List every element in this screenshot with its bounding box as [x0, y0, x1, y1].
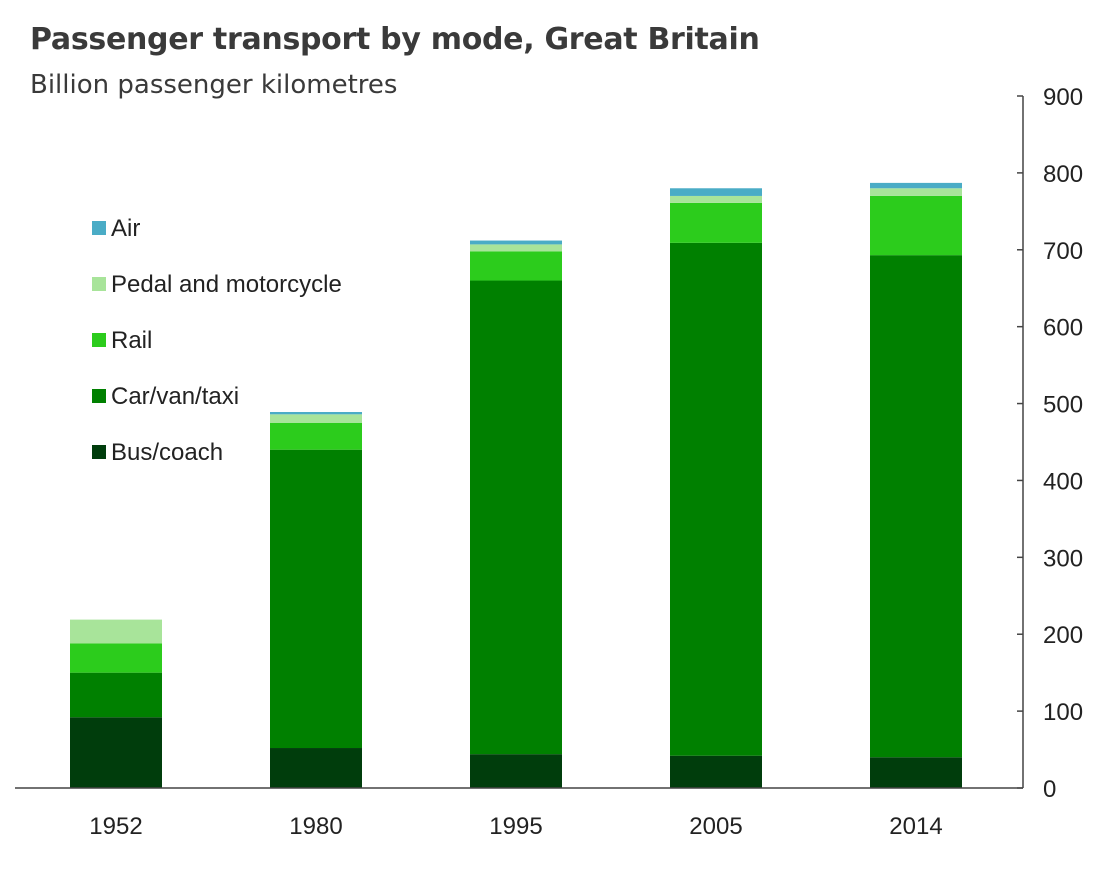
bar-segment-1995-pedal-and-motorcycle — [470, 244, 562, 252]
bar-segment-1980-rail — [270, 422, 362, 450]
bar-segment-2014-air — [870, 182, 962, 189]
y-tick-label: 300 — [1043, 545, 1083, 572]
bar-segment-1980-air — [270, 412, 362, 415]
y-tick-label: 0 — [1043, 776, 1056, 803]
bar-segment-2014-car-van-taxi — [870, 255, 962, 758]
bar-segment-1952-rail — [70, 643, 162, 673]
x-tick-label: 2005 — [689, 813, 742, 840]
bar-segment-2014-bus-coach — [870, 757, 962, 788]
legend-label-car-van-taxi: Car/van/taxi — [111, 383, 239, 410]
x-axis-labels: 1952 1980 1995 2005 2014 — [89, 813, 942, 840]
bar-segment-1995-rail — [470, 251, 562, 281]
bar-segment-2005-bus-coach — [670, 755, 762, 788]
y-tick-label: 100 — [1043, 699, 1083, 726]
bar-segment-1952-pedal-and-motorcycle — [70, 619, 162, 644]
x-tick-label: 1980 — [289, 813, 342, 840]
chart-title: Passenger transport by mode, Great Brita… — [30, 22, 760, 57]
bar-segment-2014-rail — [870, 195, 962, 256]
bar-segment-1980-bus-coach — [270, 748, 362, 788]
legend-label-pedal-and-motorcycle: Pedal and motorcycle — [111, 271, 342, 298]
legend-label-air: Air — [111, 215, 140, 242]
legend-swatch-air — [92, 221, 106, 235]
legend-swatch-pedal-and-motorcycle — [92, 277, 106, 291]
y-tick-label: 400 — [1043, 468, 1083, 495]
y-tick-label: 500 — [1043, 392, 1083, 419]
bar-segment-1995-air — [470, 240, 562, 245]
legend-swatch-car-van-taxi — [92, 389, 106, 403]
bar-segment-2005-rail — [670, 202, 762, 243]
bar-segment-2014-pedal-and-motorcycle — [870, 188, 962, 196]
bar-segment-1980-pedal-and-motorcycle — [270, 414, 362, 423]
y-tick-label: 800 — [1043, 161, 1083, 188]
bar-segment-1980-car-van-taxi — [270, 449, 362, 749]
legend-label-rail: Rail — [111, 327, 152, 354]
x-tick-label: 2014 — [889, 813, 942, 840]
y-tick-label: 900 — [1043, 84, 1083, 111]
legend-swatch-bus-coach — [92, 445, 106, 459]
bars-layer — [70, 182, 962, 788]
x-tick-label: 1995 — [489, 813, 542, 840]
bar-segment-1952-car-van-taxi — [70, 672, 162, 718]
y-tick-label: 700 — [1043, 238, 1083, 265]
bar-segment-1952-bus-coach — [70, 717, 162, 788]
y-axis-ticks: 0 100 200 300 400 500 600 700 800 900 — [1017, 84, 1083, 803]
legend-swatch-rail — [92, 333, 106, 347]
bar-segment-1995-bus-coach — [470, 754, 562, 788]
chart-subtitle: Billion passenger kilometres — [30, 70, 398, 100]
y-tick-label: 200 — [1043, 622, 1083, 649]
bar-segment-1995-car-van-taxi — [470, 280, 562, 755]
x-tick-label: 1952 — [89, 813, 142, 840]
bar-segment-2005-car-van-taxi — [670, 242, 762, 756]
legend: Air Pedal and motorcycle Rail Car/van/taxi B… — [92, 215, 342, 466]
bar-segment-2005-pedal-and-motorcycle — [670, 195, 762, 203]
y-tick-label: 600 — [1043, 315, 1083, 342]
legend-label-bus-coach: Bus/coach — [111, 439, 223, 466]
bar-segment-2005-air — [670, 188, 762, 196]
